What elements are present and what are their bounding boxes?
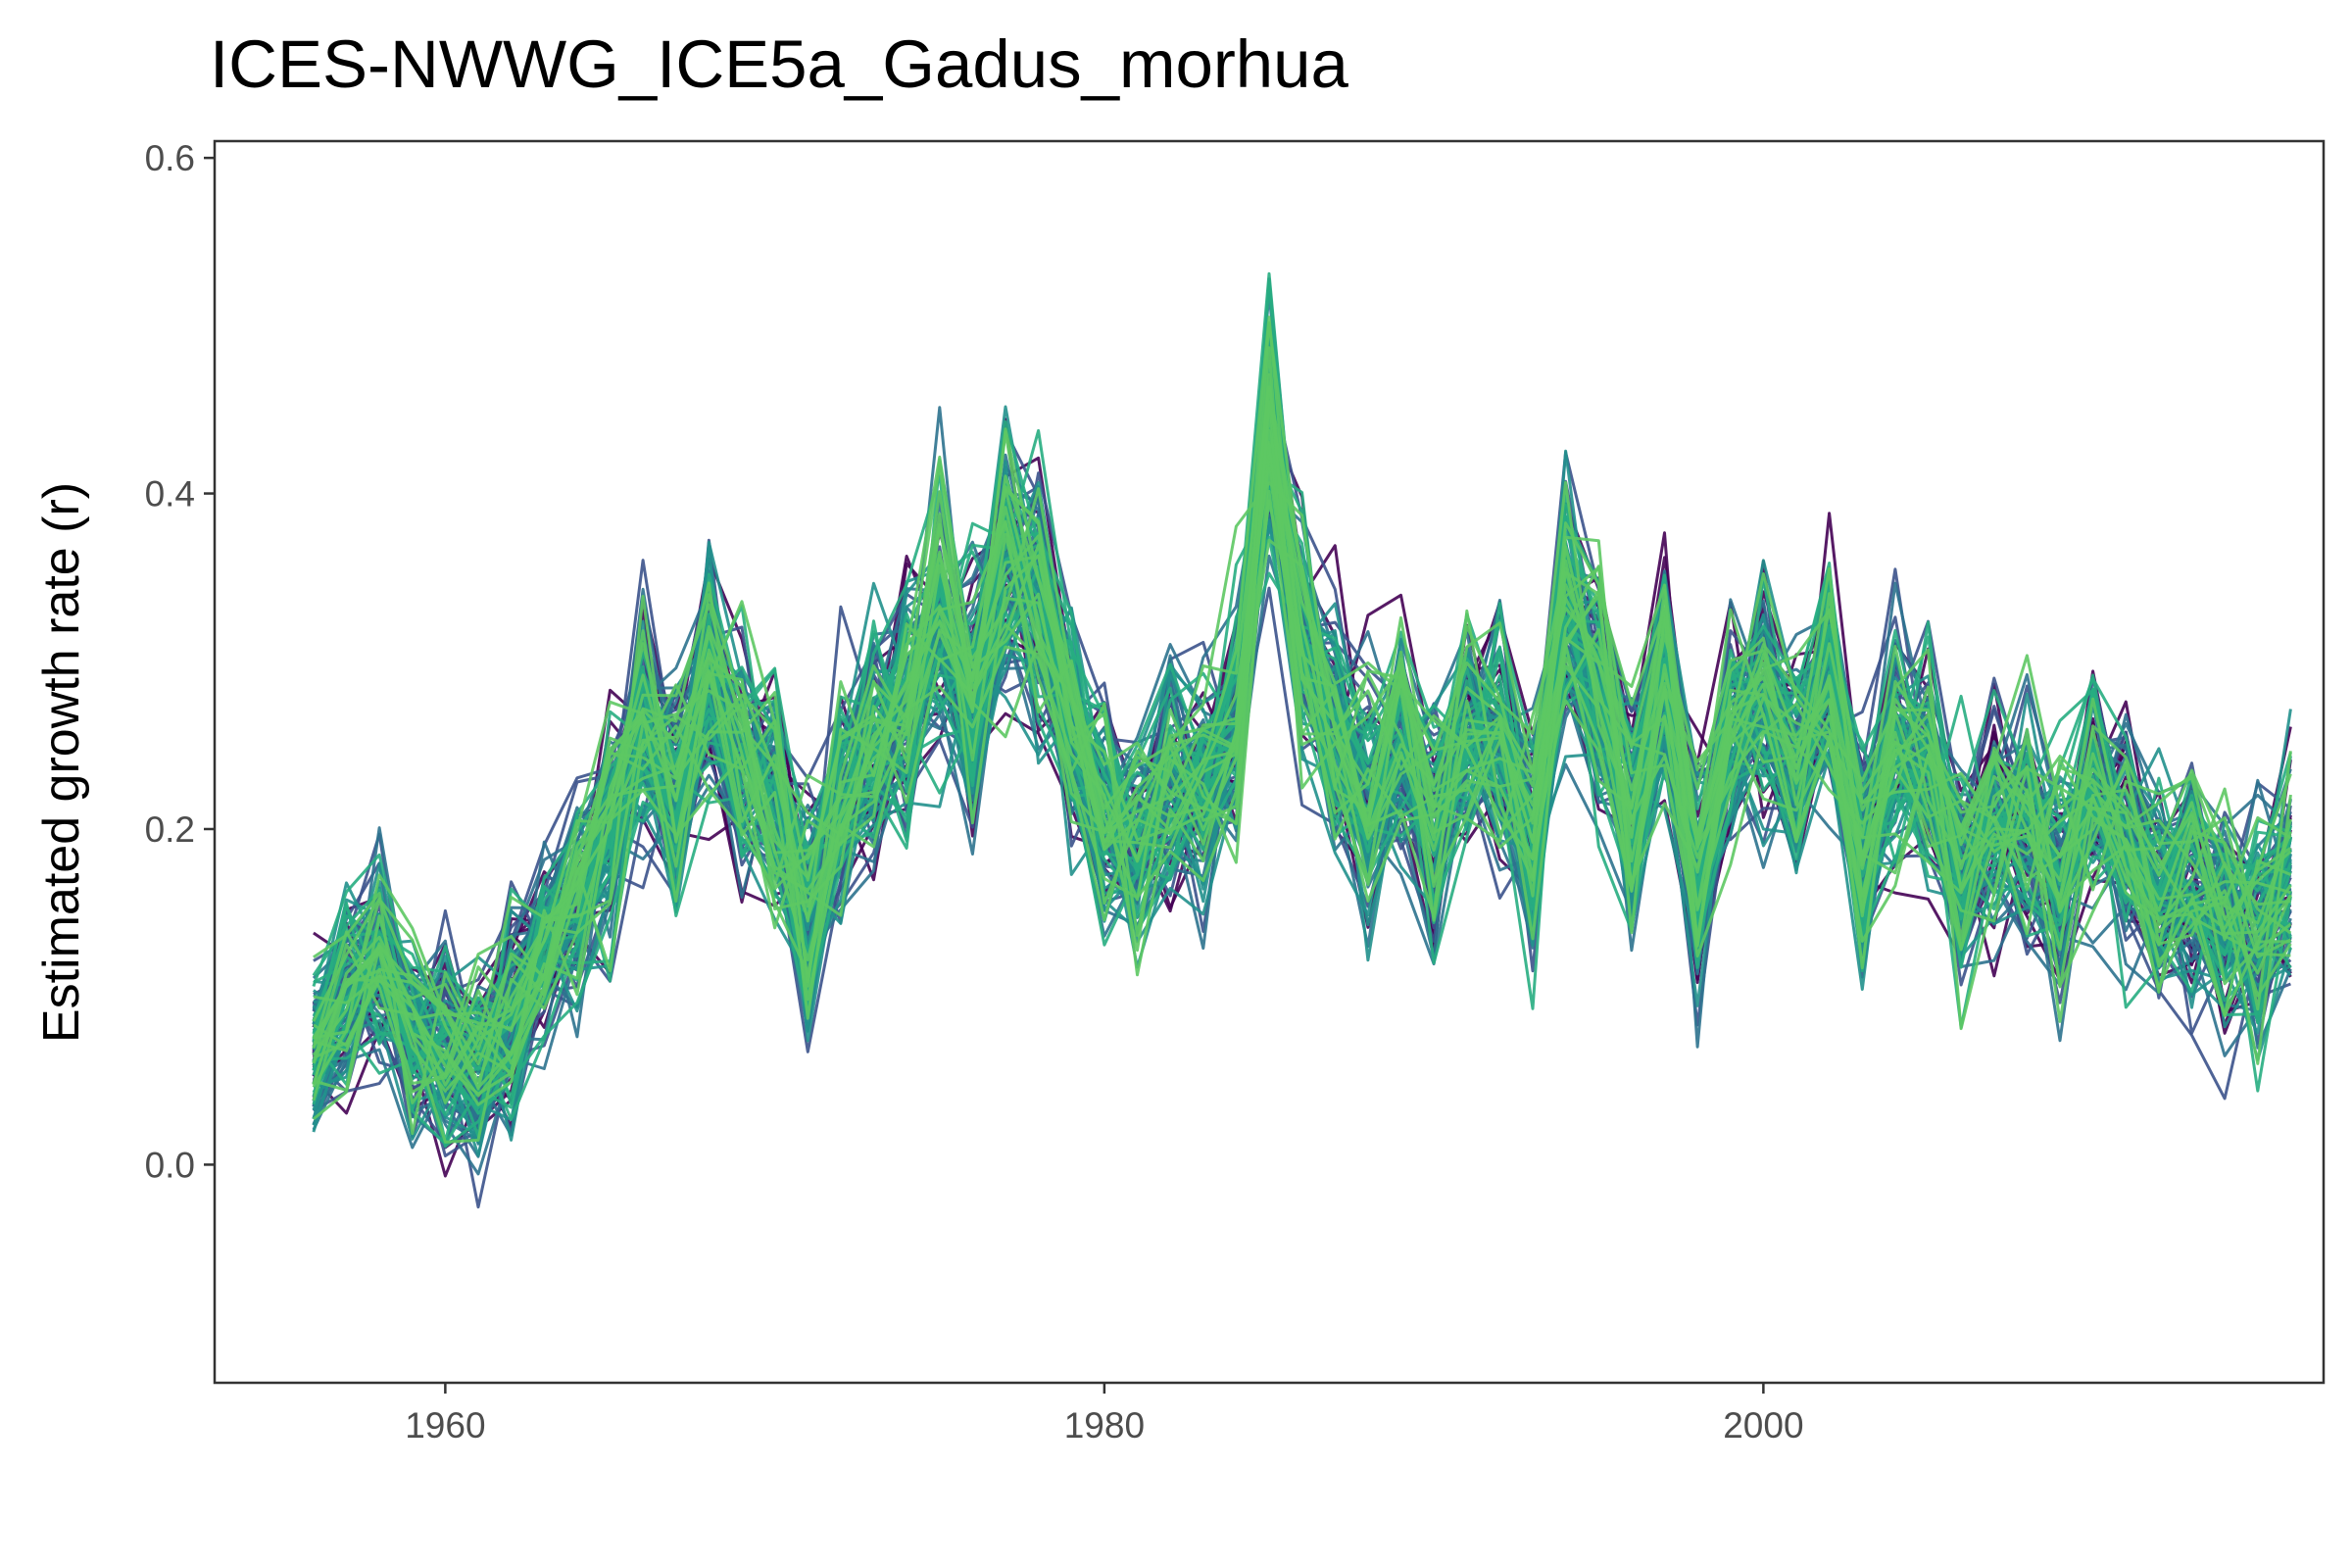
series-line <box>312 400 2291 1096</box>
y-axis: 0.0 0.2 0.4 0.6 <box>145 138 215 1185</box>
x-tick-label: 1960 <box>405 1405 485 1446</box>
series-line <box>313 442 2292 1136</box>
series-line <box>312 428 2291 1094</box>
x-tick-label: 1980 <box>1064 1405 1145 1446</box>
y-tick-label: 0.0 <box>145 1145 195 1185</box>
series-line <box>312 455 2292 1091</box>
series-line <box>312 499 2292 1088</box>
y-axis-title: Estimated growth rate (r) <box>33 482 90 1043</box>
series-layer <box>312 271 2292 1209</box>
y-tick-label: 0.2 <box>145 809 195 850</box>
plot-panel-border <box>213 139 2326 1385</box>
y-tick-label: 0.4 <box>145 474 195 514</box>
series-line <box>312 466 2292 1098</box>
series-line <box>312 486 2292 1109</box>
chart-title: ICES-NWWG_ICE5a_Gadus_morhua <box>210 26 1348 102</box>
series-line <box>313 372 2292 1087</box>
x-tick-label: 2000 <box>1723 1405 1803 1446</box>
x-axis: 1960 1980 2000 <box>405 1383 1804 1446</box>
y-tick-label: 0.6 <box>145 138 195 178</box>
